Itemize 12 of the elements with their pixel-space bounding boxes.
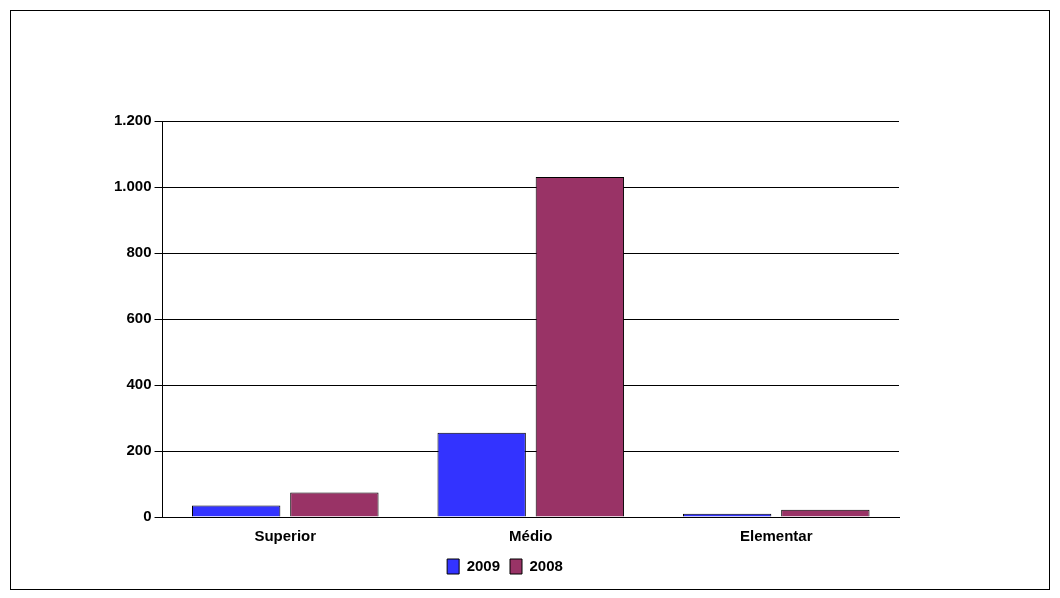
legend-label: 2009 <box>466 556 501 574</box>
y-tick-label: 600 <box>126 309 152 327</box>
x-tick-label: Superior <box>254 527 317 545</box>
y-tick-label: 0 <box>143 507 152 525</box>
legend-label: 2008 <box>529 556 563 574</box>
y-tick-label: 200 <box>126 441 152 459</box>
y-tick-label: 1.000 <box>113 177 152 195</box>
x-tick-label: Médio <box>509 527 553 545</box>
y-tick-label: 800 <box>126 243 152 261</box>
x-tick-label: Elementar <box>739 527 813 545</box>
y-tick-label: 400 <box>126 375 152 393</box>
y-tick-label: 1.200 <box>113 111 152 129</box>
